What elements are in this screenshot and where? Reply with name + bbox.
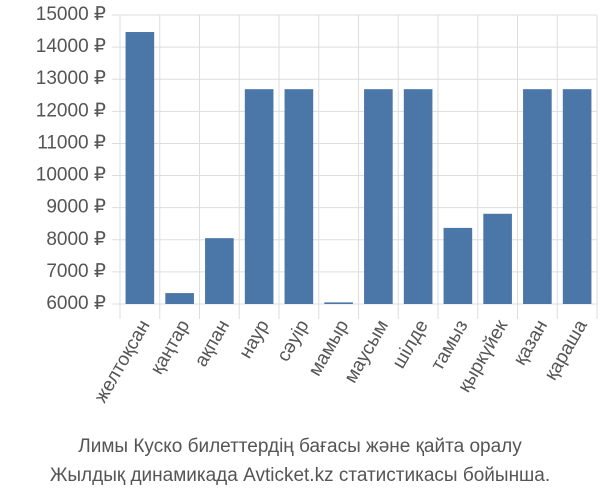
bar [443,227,473,304]
x-tick-label: желтоқсан [91,317,155,407]
bar [324,302,353,304]
bar [125,32,155,304]
x-tick-label: қаңтар [147,317,195,379]
bar [244,89,274,304]
chart-subtitle: Жылдық динамикада Avticket.kz статистика… [50,465,550,486]
x-tick-label: наур [235,317,274,363]
chart-title: Лимы Куско билеттердің бағасы және қайта… [78,436,522,457]
y-tick-label: 15000 ₽ [36,4,106,25]
bar [483,213,512,304]
bar [284,89,314,304]
bar [364,89,393,304]
y-tick-label: 8000 ₽ [46,229,106,250]
y-tick-label: 13000 ₽ [36,68,106,89]
y-tick-label: 14000 ₽ [36,36,106,57]
y-tick-label: 11000 ₽ [37,132,106,153]
y-tick-label: 9000 ₽ [46,197,106,218]
bar [562,89,592,304]
bar [165,293,194,304]
x-tick-label: сәуір [273,317,313,366]
y-tick-label: 12000 ₽ [36,100,106,121]
bar [205,238,234,304]
y-tick-label: 6000 ₽ [46,293,106,314]
y-tick-label: 10000 ₽ [36,165,106,186]
x-tick-label: қазан [510,317,552,369]
y-tick-label: 7000 ₽ [46,261,106,282]
bar [523,89,552,304]
x-tick-label: ақпан [191,317,234,371]
bar [403,89,433,304]
